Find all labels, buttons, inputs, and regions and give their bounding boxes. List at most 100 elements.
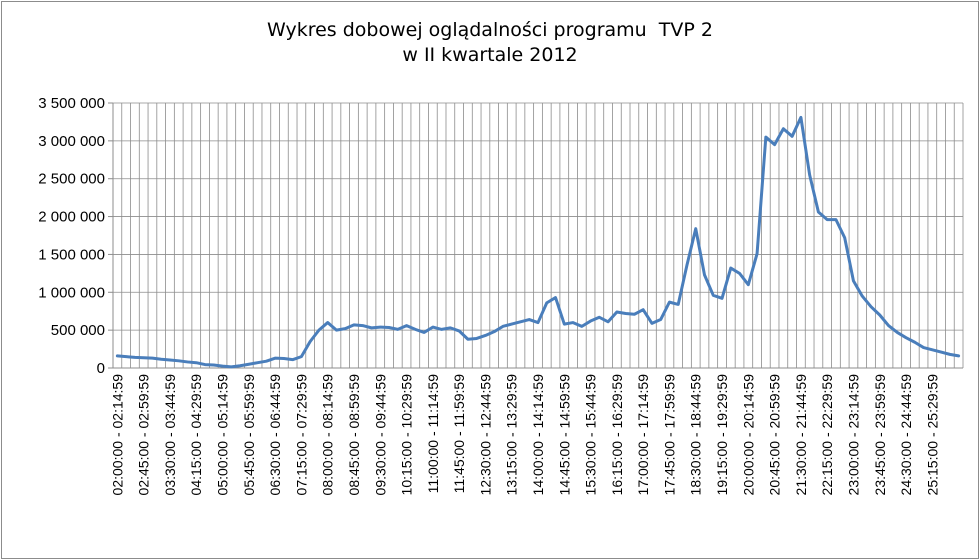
data-point: [124, 355, 128, 358]
data-point: [747, 283, 750, 286]
data-point: [878, 313, 881, 317]
data-point: [825, 218, 829, 221]
data-point: [335, 328, 338, 332]
data-point: [904, 336, 908, 339]
x-tick-label: 08:45:00 - 08:59:59: [346, 374, 362, 496]
data-point: [790, 135, 794, 138]
x-tick-label: 17:45:00 - 17:59:59: [661, 374, 677, 496]
data-point: [755, 252, 759, 255]
data-point: [484, 334, 487, 337]
data-point: [782, 127, 785, 130]
y-tick-label: 500 000: [51, 322, 105, 339]
x-tick-label: 18:30:00 - 18:44:59: [688, 374, 704, 496]
data-point: [861, 294, 864, 298]
data-point: [308, 340, 312, 343]
data-point: [238, 364, 242, 367]
data-point: [834, 218, 838, 221]
x-tick-label: 07:15:00 - 07:29:59: [293, 374, 309, 496]
data-point: [685, 263, 689, 267]
data-point: [440, 328, 443, 331]
data-point: [712, 294, 715, 297]
data-point: [808, 173, 811, 177]
data-point: [195, 361, 198, 364]
data-point: [265, 359, 268, 363]
x-tick-label: 20:45:00 - 20:59:59: [767, 374, 783, 496]
data-point: [598, 316, 601, 319]
data-point: [317, 328, 321, 332]
x-tick-label: 05:00:00 - 05:14:59: [215, 374, 231, 496]
data-point: [606, 320, 610, 324]
series-line: [115, 115, 961, 369]
data-point: [720, 297, 724, 300]
data-point: [510, 322, 513, 326]
data-point: [177, 359, 180, 363]
data-point: [957, 354, 960, 358]
x-tick-label: 21:30:00 - 21:44:59: [793, 374, 809, 496]
x-tick-label: 13:15:00 - 13:29:59: [504, 374, 520, 496]
x-tick-label: 23:45:00 - 23:59:59: [872, 374, 888, 496]
data-point: [142, 356, 145, 359]
data-point: [151, 356, 154, 360]
chart-title-line-1: Wykres dobowej oglądalności programu TVP…: [267, 19, 713, 41]
x-tick-label: 08:00:00 - 08:14:59: [320, 374, 336, 496]
x-tick-label: 11:45:00 - 11:59:59: [451, 374, 467, 494]
data-point: [291, 358, 294, 361]
data-point: [352, 323, 356, 327]
data-point: [282, 357, 286, 360]
data-point: [887, 324, 890, 327]
data-point: [528, 318, 531, 321]
data-point: [326, 321, 329, 324]
data-point: [396, 328, 399, 331]
x-tick-label: 06:30:00 - 06:44:59: [267, 374, 283, 496]
x-tick-label: 02:45:00 - 02:59:59: [136, 374, 152, 496]
data-point: [939, 350, 943, 354]
x-tick-label: 09:30:00 - 09:44:59: [372, 374, 388, 496]
data-point: [896, 331, 899, 334]
data-point: [422, 331, 426, 334]
data-point: [536, 321, 540, 324]
data-point: [799, 116, 803, 119]
data-point: [554, 296, 557, 299]
data-point: [563, 322, 566, 326]
data-point: [571, 321, 575, 324]
data-point: [852, 279, 855, 283]
data-point: [159, 358, 163, 361]
data-point: [913, 341, 917, 344]
y-tick-label: 0: [97, 360, 105, 377]
data-point: [589, 319, 592, 323]
data-point: [773, 143, 776, 146]
y-tick-label: 2 000 000: [38, 209, 105, 226]
data-point: [931, 348, 934, 352]
data-point: [221, 364, 224, 368]
x-tick-label: 22:15:00 - 22:29:59: [819, 374, 835, 496]
data-point: [475, 337, 478, 340]
data-point: [203, 363, 207, 366]
data-point: [677, 303, 680, 306]
data-point: [668, 300, 671, 304]
data-point: [344, 327, 347, 330]
data-point: [729, 266, 732, 270]
x-tick-label: 05:45:00 - 05:59:59: [241, 374, 257, 496]
chart-title: Wykres dobowej oglądalności programu TVP…: [0, 18, 980, 68]
y-tick-label: 2 500 000: [38, 171, 105, 188]
x-tick-label: 12:30:00 - 12:44:59: [477, 374, 493, 496]
data-point: [379, 325, 382, 329]
x-tick-label: 19:15:00 - 19:29:59: [714, 374, 730, 496]
data-point: [492, 330, 496, 333]
y-tick-label: 3 500 000: [38, 95, 105, 112]
x-tick-label: 16:15:00 - 16:29:59: [609, 374, 625, 496]
data-point: [922, 346, 925, 349]
data-point: [817, 210, 820, 214]
data-point: [361, 324, 364, 327]
data-point: [624, 312, 627, 315]
data-point: [764, 135, 768, 139]
data-point: [186, 360, 189, 364]
data-point: [230, 365, 233, 369]
data-point: [650, 322, 654, 325]
data-point: [256, 361, 259, 364]
data-point: [133, 356, 137, 359]
x-tick-label: 20:00:00 - 20:14:59: [740, 374, 756, 496]
data-point: [457, 329, 461, 333]
data-point: [212, 363, 215, 367]
